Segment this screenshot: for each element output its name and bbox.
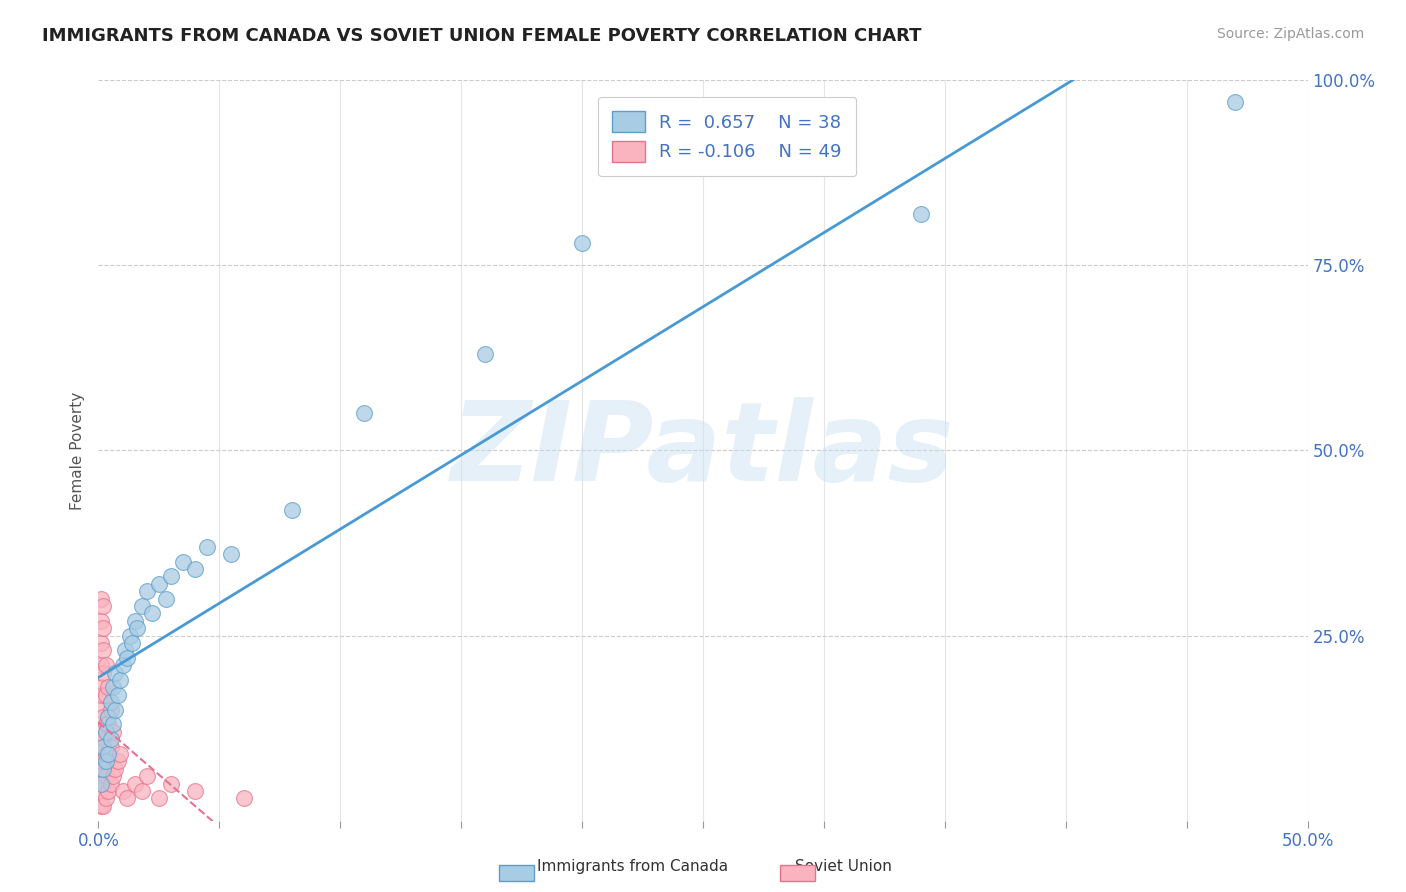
Y-axis label: Female Poverty: Female Poverty bbox=[69, 392, 84, 509]
Point bbox=[97, 747, 120, 761]
Point bbox=[94, 658, 117, 673]
Point bbox=[131, 599, 153, 613]
Point bbox=[474, 347, 496, 361]
Text: Source: ZipAtlas.com: Source: ZipAtlas.com bbox=[1216, 27, 1364, 41]
Point bbox=[94, 688, 117, 702]
Point bbox=[104, 665, 127, 680]
Point bbox=[124, 776, 146, 791]
Point bbox=[131, 784, 153, 798]
Point bbox=[101, 724, 124, 739]
Point bbox=[127, 621, 149, 635]
Point bbox=[97, 717, 120, 731]
Point bbox=[104, 703, 127, 717]
Point bbox=[90, 769, 112, 783]
Point bbox=[91, 621, 114, 635]
Point bbox=[155, 591, 177, 606]
Point bbox=[184, 562, 207, 576]
Point bbox=[117, 791, 139, 805]
Point bbox=[184, 784, 207, 798]
Point bbox=[160, 776, 183, 791]
Point bbox=[94, 755, 117, 769]
Point bbox=[91, 762, 114, 776]
Point bbox=[91, 599, 114, 613]
Point bbox=[571, 236, 593, 251]
Point bbox=[910, 206, 932, 220]
Point bbox=[353, 407, 375, 421]
Point bbox=[91, 688, 114, 702]
Point bbox=[91, 732, 114, 747]
Point bbox=[148, 576, 170, 591]
Point bbox=[94, 717, 117, 731]
Point bbox=[100, 732, 122, 747]
Point bbox=[97, 681, 120, 695]
Point bbox=[281, 502, 304, 516]
Point bbox=[107, 688, 129, 702]
Point bbox=[111, 658, 134, 673]
Point bbox=[232, 791, 254, 805]
Point bbox=[100, 695, 122, 709]
Legend: R =  0.657    N = 38, R = -0.106    N = 49: R = 0.657 N = 38, R = -0.106 N = 49 bbox=[598, 96, 856, 177]
Point bbox=[94, 791, 117, 805]
Text: Immigrants from Canada: Immigrants from Canada bbox=[537, 859, 728, 874]
Text: IMMIGRANTS FROM CANADA VS SOVIET UNION FEMALE POVERTY CORRELATION CHART: IMMIGRANTS FROM CANADA VS SOVIET UNION F… bbox=[42, 27, 922, 45]
Point bbox=[97, 710, 120, 724]
Point bbox=[91, 776, 114, 791]
Point bbox=[100, 703, 122, 717]
Text: ZIPatlas: ZIPatlas bbox=[451, 397, 955, 504]
Point bbox=[221, 547, 243, 561]
Point bbox=[148, 791, 170, 805]
Point bbox=[90, 703, 112, 717]
Point bbox=[100, 739, 122, 754]
Text: Soviet Union: Soviet Union bbox=[796, 859, 891, 874]
Point bbox=[118, 628, 141, 642]
Point bbox=[108, 673, 131, 687]
Point bbox=[90, 724, 112, 739]
Point bbox=[90, 636, 112, 650]
Point bbox=[101, 681, 124, 695]
Point bbox=[91, 798, 114, 813]
Point bbox=[160, 569, 183, 583]
Point bbox=[135, 769, 157, 783]
Point bbox=[91, 755, 114, 769]
Point bbox=[94, 724, 117, 739]
Point bbox=[90, 681, 112, 695]
Point bbox=[195, 540, 218, 554]
Point bbox=[90, 784, 112, 798]
Point bbox=[1223, 95, 1246, 110]
Point bbox=[97, 755, 120, 769]
Point bbox=[101, 717, 124, 731]
Point bbox=[107, 755, 129, 769]
Point bbox=[121, 636, 143, 650]
Point bbox=[90, 739, 112, 754]
Point bbox=[97, 784, 120, 798]
Point bbox=[91, 710, 114, 724]
Point bbox=[90, 755, 112, 769]
Point bbox=[111, 784, 134, 798]
Point bbox=[114, 643, 136, 657]
Point bbox=[104, 762, 127, 776]
Point bbox=[141, 607, 163, 621]
Point bbox=[117, 650, 139, 665]
Point bbox=[90, 658, 112, 673]
Point bbox=[124, 614, 146, 628]
Point bbox=[91, 643, 114, 657]
Point bbox=[90, 776, 112, 791]
Point bbox=[94, 769, 117, 783]
Point bbox=[91, 665, 114, 680]
Point bbox=[172, 555, 194, 569]
Point bbox=[100, 776, 122, 791]
Point bbox=[94, 747, 117, 761]
Point bbox=[108, 747, 131, 761]
Point bbox=[91, 739, 114, 754]
Point bbox=[90, 798, 112, 813]
Point bbox=[90, 614, 112, 628]
Point bbox=[90, 591, 112, 606]
Point bbox=[135, 584, 157, 599]
Point bbox=[101, 769, 124, 783]
